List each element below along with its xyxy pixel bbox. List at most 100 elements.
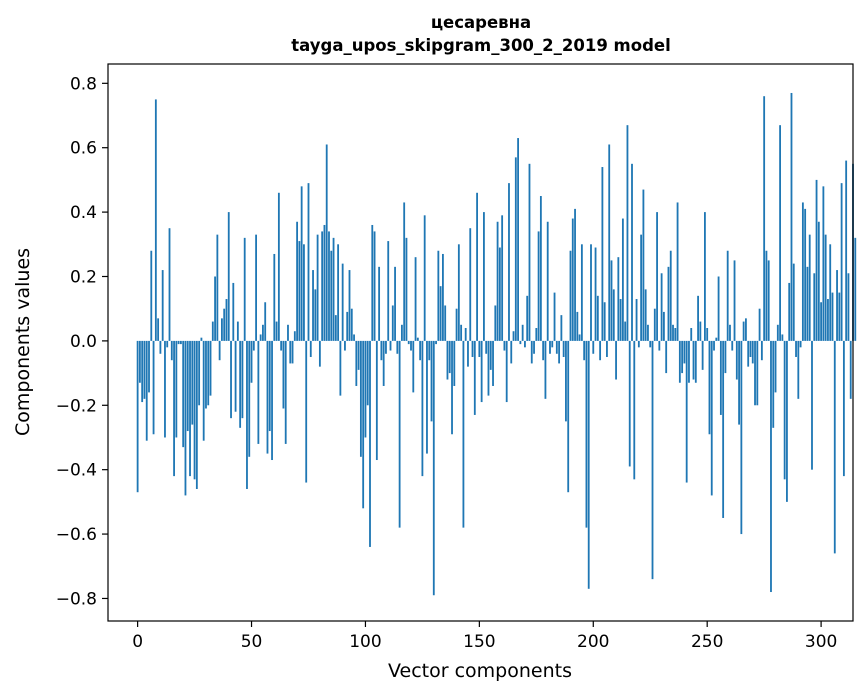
y-tick-label: 0.0: [70, 332, 97, 352]
bar-137: [448, 340, 451, 374]
bar-49: [248, 340, 251, 457]
bar-273: [758, 308, 761, 341]
y-tick-label: −0.6: [56, 525, 97, 545]
bar-185: [558, 340, 561, 364]
bar-32: [209, 340, 212, 396]
bar-126: [423, 215, 426, 341]
bar-208: [610, 260, 613, 341]
bar-263: [735, 340, 738, 380]
bar-210: [615, 340, 617, 380]
bar-67: [289, 340, 292, 364]
bar-92: [346, 311, 349, 341]
bar-259: [726, 250, 729, 341]
bar-0: [136, 340, 139, 493]
bar-57: [266, 340, 269, 454]
bar-72: [300, 186, 303, 341]
bar-33: [211, 321, 214, 341]
bar-308: [838, 292, 841, 341]
bar-75: [307, 183, 310, 341]
bar-83: [325, 144, 328, 341]
bar-16: [173, 340, 175, 477]
bar-268: [747, 340, 750, 367]
bar-198: [587, 340, 590, 589]
bar-129: [430, 340, 433, 422]
bar-63: [280, 340, 283, 351]
bar-45: [239, 340, 242, 428]
bar-54: [259, 334, 262, 341]
bar-103: [371, 224, 374, 341]
bar-30: [205, 340, 207, 409]
bar-85: [330, 250, 333, 341]
bar-131: [435, 340, 437, 345]
bar-241: [685, 340, 688, 483]
x-tick-label: 300: [805, 632, 837, 652]
bar-297: [813, 273, 816, 341]
bar-290: [797, 340, 800, 399]
bar-223: [644, 289, 647, 341]
bar-236: [674, 328, 677, 341]
bar-9: [157, 318, 160, 341]
bar-47: [243, 237, 246, 341]
bar-266: [742, 321, 745, 341]
bar-27: [198, 340, 201, 406]
bar-50: [250, 340, 253, 383]
bar-98: [359, 340, 362, 457]
bar-216: [628, 340, 631, 467]
bar-281: [776, 324, 779, 341]
chart-title-line1: цесаревна: [431, 13, 531, 32]
bar-97: [357, 340, 360, 370]
bar-199: [590, 244, 592, 341]
bar-203: [599, 340, 602, 361]
bar-120: [410, 340, 412, 351]
chart-title-line2: tayga_upos_skipgram_300_2_2019 model: [291, 36, 671, 55]
bar-300: [820, 302, 823, 341]
bar-212: [619, 299, 622, 341]
bar-128: [428, 340, 431, 361]
bar-82: [323, 224, 326, 341]
bar-121: [412, 340, 415, 393]
bar-106: [378, 266, 381, 341]
bar-284: [783, 340, 786, 480]
bar-307: [836, 270, 838, 341]
bar-3: [143, 340, 146, 399]
bars-group: [136, 92, 857, 596]
bar-76: [309, 340, 312, 357]
bar-116: [400, 324, 403, 341]
bar-158: [496, 221, 499, 341]
bar-169: [521, 324, 524, 341]
bar-194: [578, 334, 581, 341]
bar-124: [419, 340, 422, 361]
bar-274: [760, 340, 763, 361]
bar-6: [150, 250, 153, 341]
bar-87: [334, 315, 337, 341]
bar-61: [275, 321, 278, 341]
bar-182: [551, 340, 554, 348]
bar-147: [471, 340, 474, 357]
bar-190: [569, 250, 572, 341]
bar-105: [375, 340, 378, 461]
bar-151: [480, 340, 483, 403]
bar-230: [660, 273, 663, 341]
bar-204: [601, 167, 604, 341]
bar-28: [200, 337, 203, 341]
bar-114: [396, 340, 399, 354]
bar-80: [318, 340, 321, 367]
bar-175: [535, 328, 538, 341]
bar-70: [296, 221, 299, 341]
bar-229: [658, 340, 661, 351]
bar-217: [631, 163, 633, 341]
bar-35: [216, 234, 219, 341]
bar-166: [514, 157, 517, 341]
bar-109: [385, 340, 387, 354]
bar-252: [710, 340, 713, 496]
x-tick-label: 150: [463, 632, 495, 652]
bar-142: [460, 324, 463, 341]
bar-191: [571, 218, 574, 341]
bar-148: [473, 340, 476, 415]
bar-309: [840, 183, 843, 341]
bar-56: [264, 302, 267, 341]
bar-29: [202, 340, 205, 441]
bar-231: [662, 311, 665, 341]
bar-101: [366, 340, 369, 406]
bar-14: [168, 228, 171, 341]
